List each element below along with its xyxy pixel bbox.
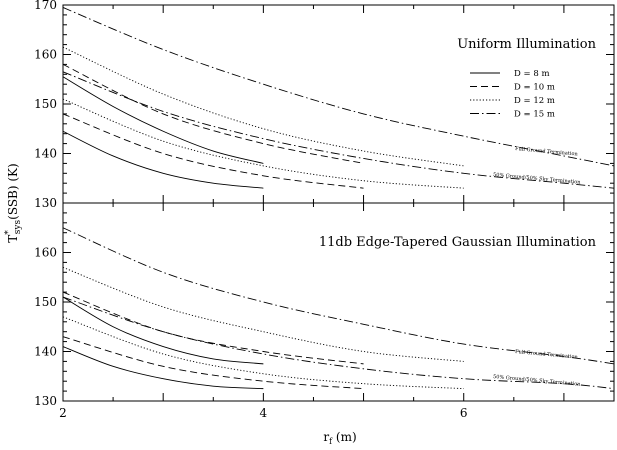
top-y-tick-label: 170	[34, 0, 57, 12]
x-axis-title: rf (m)	[323, 430, 356, 446]
top-series-dotted-full-ground	[62, 46, 464, 167]
bottom-panel-frame	[62, 202, 615, 402]
y-axis-title: T*sys(SSB) (K)	[4, 163, 23, 242]
legend-label: D = 10 m	[514, 83, 555, 93]
bottom-50-50-note: 50% Ground/50% Sky Termination	[493, 374, 582, 388]
x-tick-label: 6	[460, 406, 468, 420]
top-series-dashed-full-ground	[62, 63, 364, 164]
top-series-dotted-50-50	[62, 98, 464, 189]
top-y-tick-label: 150	[34, 97, 57, 111]
bottom-series-dashdot-50-50	[62, 296, 615, 390]
bottom-y-tick-label: 130	[34, 394, 57, 408]
top-y-tick-label: 140	[34, 147, 57, 161]
bottom-full-ground-note: Full Ground Termination	[515, 349, 579, 361]
bottom-series-dotted-full-ground	[62, 266, 464, 362]
bottom-panel-title: 11db Edge-Tapered Gaussian Illumination	[319, 235, 597, 250]
bottom-series-solid-50-50	[62, 346, 264, 390]
legend-label: D = 15 m	[514, 110, 555, 120]
top-50-50-note: 50% Ground/50% Sky Termination	[493, 172, 582, 186]
bottom-y-tick-label: 150	[34, 295, 57, 309]
top-series-dashdot-full-ground	[62, 7, 615, 167]
top-series-dashdot-50-50	[62, 71, 615, 189]
bottom-series-dashed-50-50	[62, 336, 364, 390]
top-y-tick-label: 160	[34, 48, 57, 62]
bottom-y-tick-label: 160	[34, 246, 57, 260]
bottom-series-solid-full-ground	[62, 296, 264, 365]
axis-ticks	[62, 4, 615, 402]
legend-label: D = 8 m	[514, 69, 550, 79]
data-curves	[62, 7, 615, 390]
bottom-series-dashed-full-ground	[62, 291, 364, 365]
x-tick-label: 4	[260, 406, 268, 420]
legend-label: D = 12 m	[514, 96, 555, 106]
bottom-y-tick-label: 140	[34, 345, 57, 359]
bottom-series-dotted-50-50	[62, 316, 464, 390]
top-y-tick-label: 130	[34, 196, 57, 210]
top-series-solid-50-50	[62, 130, 264, 189]
top-panel-title: Uniform Illumination	[457, 37, 596, 52]
top-series-solid-full-ground	[62, 76, 264, 164]
x-tick-label: 2	[59, 406, 67, 420]
tick-labels: 130 140 150 160 170 130 140 150 160 2 4 6	[34, 0, 467, 420]
legend: D = 8 m D = 10 m D = 12 m D = 15 m	[470, 69, 555, 120]
top-series-dashed-50-50	[62, 113, 364, 189]
top-full-ground-note: Full Ground Termination	[515, 146, 579, 158]
